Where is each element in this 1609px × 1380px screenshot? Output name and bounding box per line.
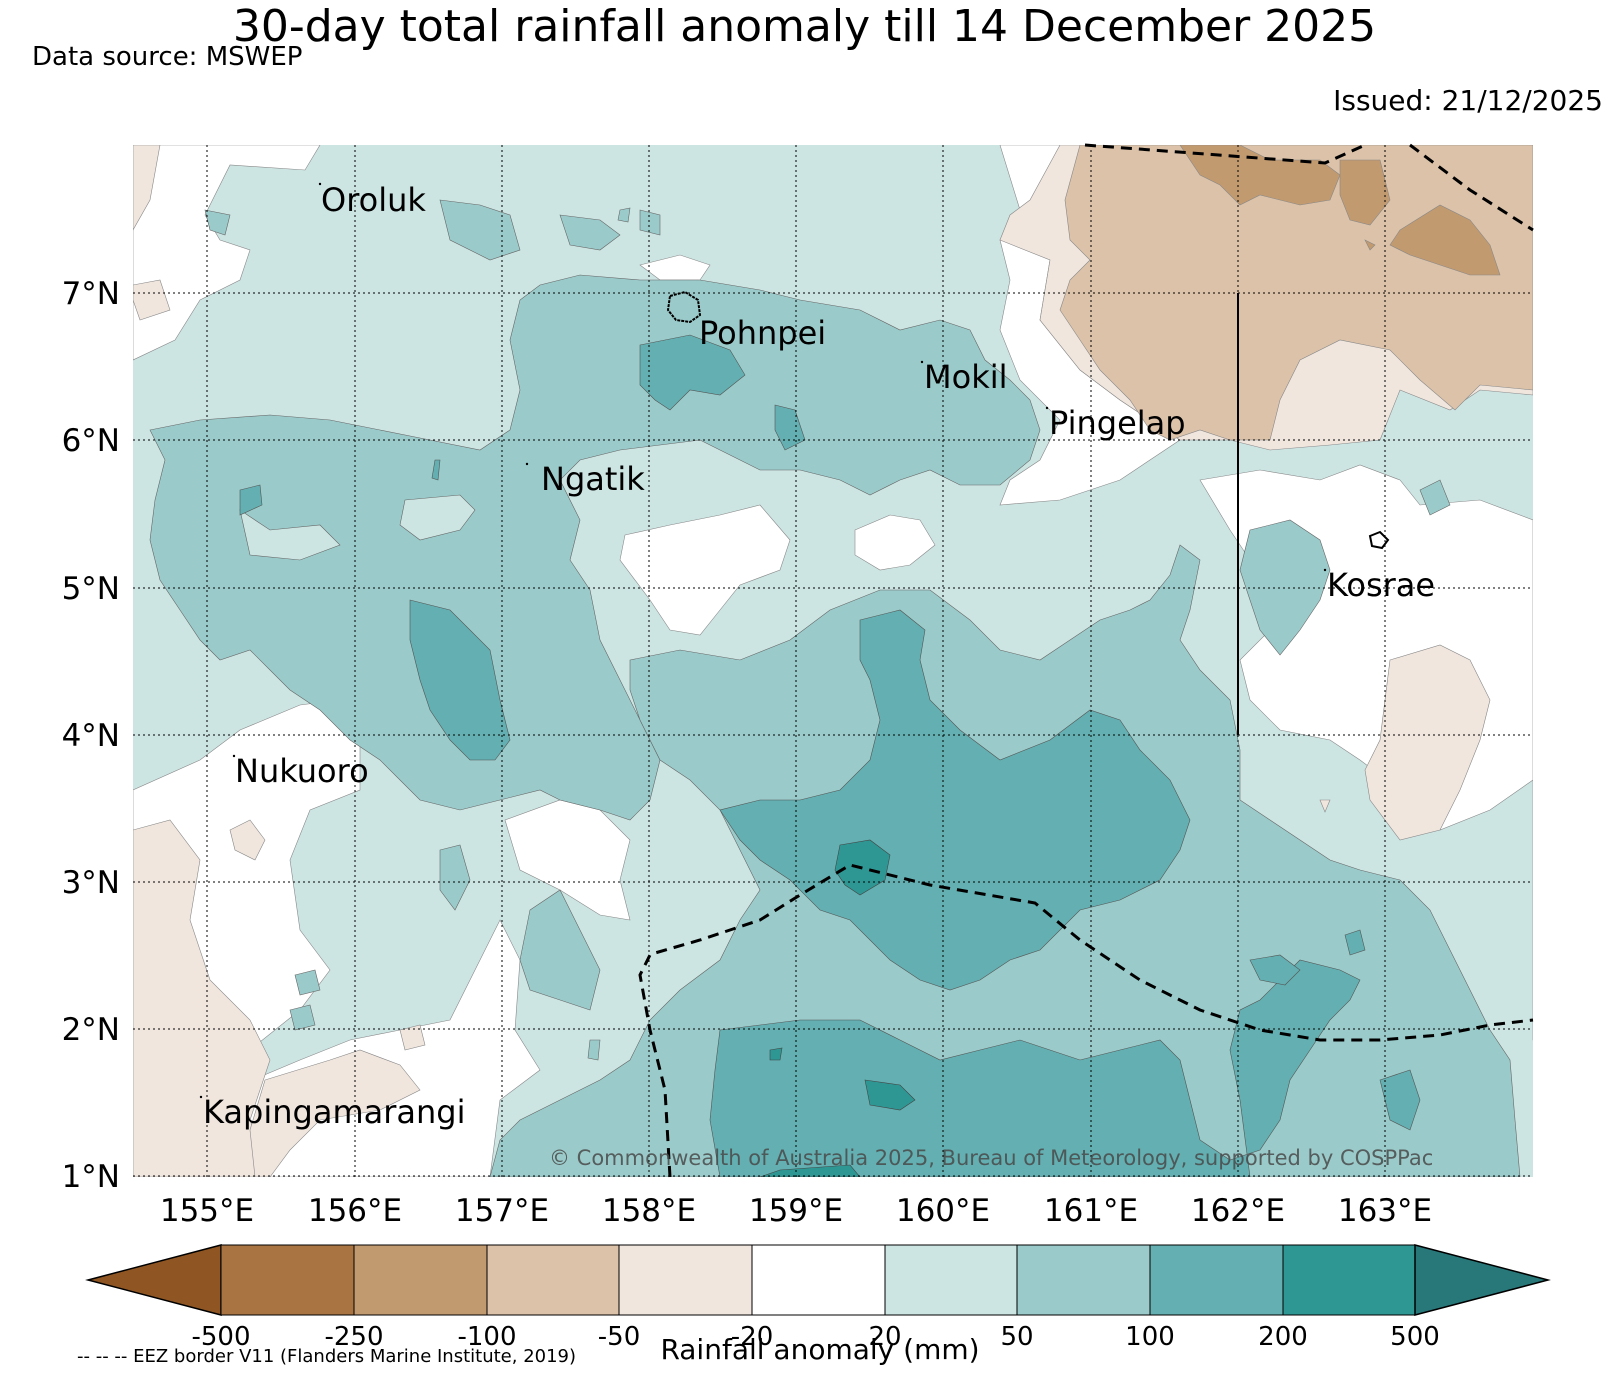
- colorbar-bin: [353, 1244, 488, 1316]
- colorbar-bin: [1149, 1244, 1284, 1316]
- place-labels: Oroluk Pohnpei Mokil Pingelap Ngatik Kos…: [199, 181, 1435, 1131]
- colorbar-tick-label: -100: [457, 1322, 516, 1352]
- lat-tick-label: 6°N: [62, 423, 120, 459]
- issued-date-label: Issued: 21/12/2025: [1333, 84, 1603, 117]
- lat-tick-label: 3°N: [62, 865, 120, 901]
- colorbar-tick-label: -20: [731, 1322, 773, 1352]
- longitude-axis: 155°E 156°E 157°E 158°E 159°E 160°E 161°…: [160, 1193, 1432, 1229]
- lat-tick-label: 1°N: [62, 1159, 120, 1195]
- data-source-label: Data source: MSWEP: [32, 42, 303, 72]
- colorbar-bin: [1282, 1244, 1416, 1316]
- place-label-oroluk: Oroluk: [321, 181, 426, 219]
- lon-tick-label: 155°E: [160, 1193, 254, 1229]
- lon-tick-label: 162°E: [1191, 1193, 1285, 1229]
- colorbar-bin: [486, 1244, 620, 1316]
- eez-border-footnote: -- -- -- EEZ border V11 (Flanders Marine…: [77, 1346, 577, 1367]
- lon-tick-label: 160°E: [896, 1193, 990, 1229]
- lon-tick-label: 161°E: [1044, 1193, 1138, 1229]
- place-label-kosrae: Kosrae: [1327, 566, 1435, 604]
- contour-fill-minus250-minus100: [1179, 145, 1501, 276]
- lon-tick-label: 157°E: [455, 1193, 549, 1229]
- colorbar-bin: [1016, 1244, 1151, 1316]
- colorbar-tick-labels: -500 -250 -100 -50 -20 20 50 100 200 500: [191, 1322, 1439, 1352]
- colorbar-tick-label: 100: [1125, 1322, 1175, 1352]
- mokil-marker: [920, 360, 924, 364]
- latitude-axis: 7°N 6°N 5°N 4°N 3°N 2°N 1°N: [62, 276, 120, 1195]
- colorbar-bin: [618, 1244, 753, 1316]
- kosrae-island-outline: [1368, 530, 1390, 550]
- lat-tick-label: 5°N: [62, 571, 120, 607]
- colorbar-tick-label: 200: [1258, 1322, 1308, 1352]
- colorbar-tick-label: 500: [1390, 1322, 1440, 1352]
- colorbar-tick-label: 50: [1000, 1322, 1033, 1352]
- kosrae-marker: [1323, 568, 1327, 572]
- place-label-pingelap: Pingelap: [1049, 404, 1186, 442]
- kapingamarangi-marker: [199, 1095, 203, 1099]
- place-label-nukuoro: Nukuoro: [235, 752, 369, 790]
- contour-fill-100-200: [239, 334, 1421, 1177]
- colorbar-lower-extend: [85, 1244, 222, 1316]
- rainfall-anomaly-field: [133, 145, 1533, 1177]
- oroluk-marker: [318, 182, 322, 186]
- place-label-ngatik: Ngatik: [541, 460, 645, 498]
- lat-tick-label: 4°N: [62, 718, 120, 754]
- nukuoro-marker: [232, 754, 236, 758]
- colorbar-tick-label: -50: [598, 1322, 640, 1352]
- colorbar-tick-label: -500: [191, 1322, 250, 1352]
- copyright-notice: © Commonwealth of Australia 2025, Bureau…: [549, 1146, 1433, 1170]
- colorbar-bin: [884, 1244, 1018, 1316]
- colorbar-tick-label: 20: [868, 1322, 901, 1352]
- lat-tick-label: 2°N: [62, 1012, 120, 1048]
- lon-tick-label: 156°E: [308, 1193, 402, 1229]
- colorbar: [85, 1244, 1551, 1316]
- ngatik-marker: [525, 462, 529, 466]
- lon-tick-label: 158°E: [602, 1193, 696, 1229]
- lon-tick-label: 159°E: [749, 1193, 843, 1229]
- colorbar-upper-extend: [1414, 1244, 1551, 1316]
- pohnpei-island-outline: [666, 290, 702, 324]
- contour-fill-minus100-minus50: [1059, 145, 1533, 441]
- place-label-mokil: Mokil: [924, 358, 1008, 396]
- pingelap-marker: [1045, 406, 1049, 410]
- colorbar-bin: [751, 1244, 886, 1316]
- map-title: 30-day total rainfall anomaly till 14 De…: [232, 1, 1377, 52]
- colorbar-title: Rainfall anomaly (mm): [660, 1333, 980, 1366]
- colorbar-bin: [220, 1244, 355, 1316]
- lat-tick-label: 7°N: [62, 276, 120, 312]
- eez-border: [638, 143, 1534, 1178]
- colorbar-tick-label: -250: [324, 1322, 383, 1352]
- place-label-kapingamarangi: Kapingamarangi: [203, 1093, 465, 1131]
- place-label-pohnpei: Pohnpei: [699, 314, 826, 352]
- lon-tick-label: 163°E: [1338, 1193, 1432, 1229]
